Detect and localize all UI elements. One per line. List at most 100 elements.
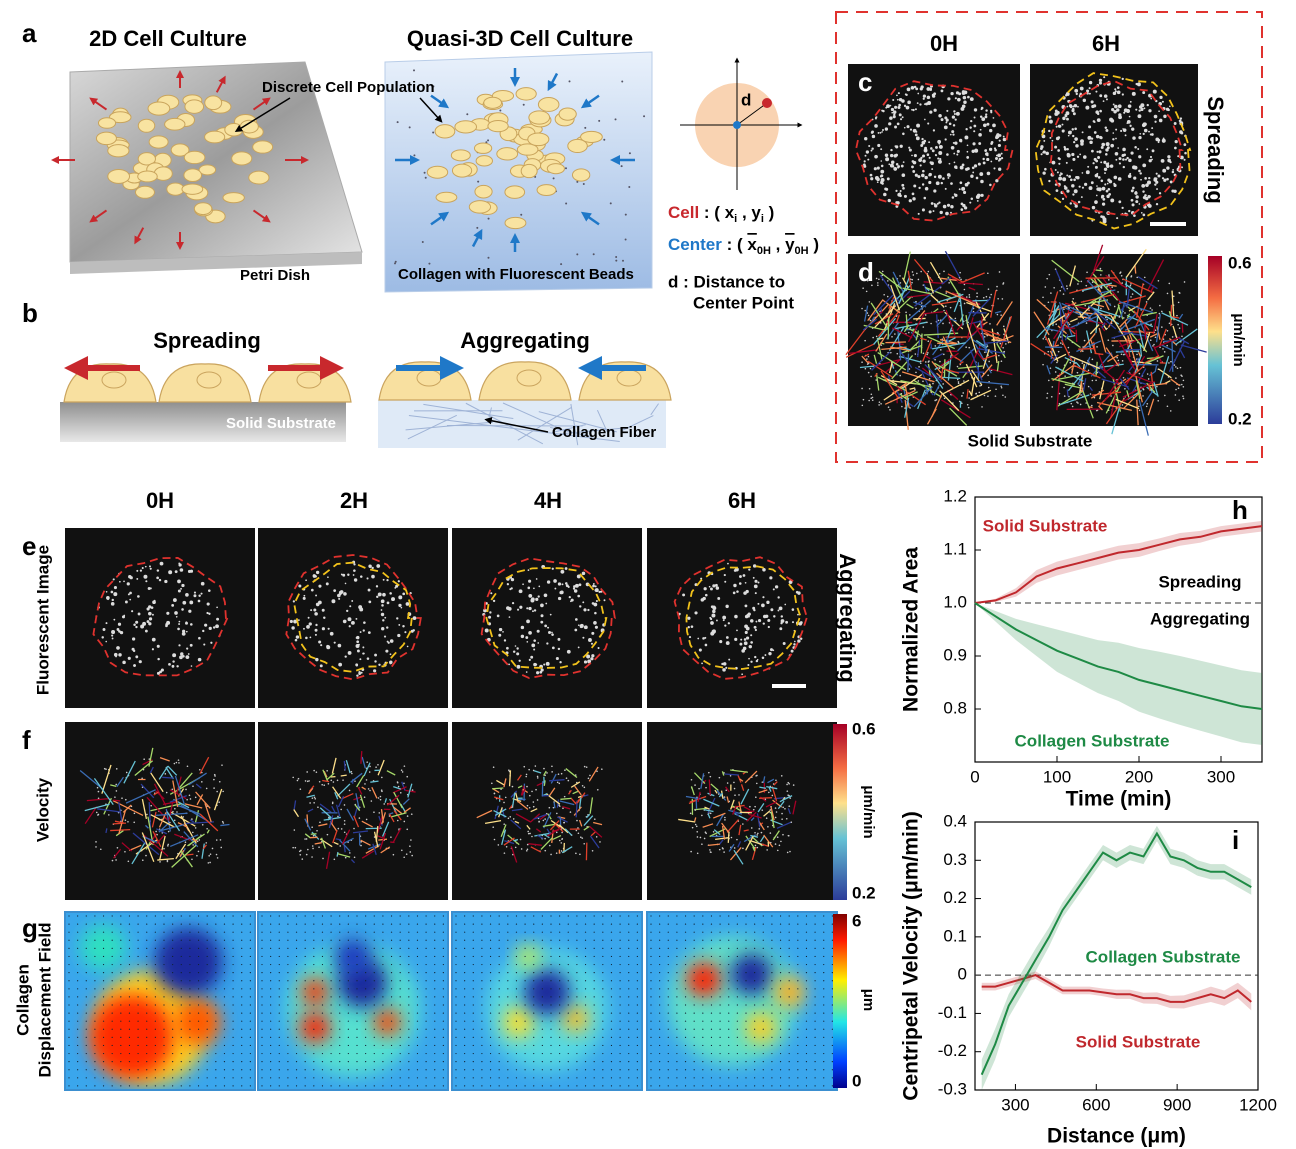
bead bbox=[351, 621, 355, 625]
bead bbox=[876, 278, 878, 280]
bead bbox=[888, 122, 891, 125]
bead bbox=[881, 131, 883, 133]
bead bbox=[1149, 195, 1151, 197]
bead bbox=[338, 828, 340, 830]
bead bbox=[964, 289, 966, 291]
quiver-dot bbox=[189, 1085, 190, 1086]
bead bbox=[1177, 324, 1179, 326]
bead bbox=[291, 626, 294, 629]
bead bbox=[477, 181, 479, 183]
quiver-dot bbox=[189, 988, 190, 989]
bead bbox=[528, 631, 532, 635]
quiver-dot bbox=[270, 948, 271, 949]
quiver-dot bbox=[473, 1004, 474, 1005]
bead bbox=[107, 598, 109, 600]
bead bbox=[891, 336, 893, 338]
bead bbox=[216, 618, 219, 621]
bead bbox=[535, 598, 538, 601]
bead bbox=[1072, 406, 1074, 408]
quiver-dot bbox=[86, 1037, 87, 1038]
bead bbox=[1080, 139, 1084, 143]
bead bbox=[726, 641, 730, 645]
quiver-dot bbox=[473, 932, 474, 933]
bead bbox=[138, 613, 141, 616]
time-header: 4H bbox=[534, 488, 562, 513]
bead bbox=[1147, 373, 1149, 375]
quiver-dot bbox=[305, 915, 306, 916]
bead bbox=[159, 861, 161, 863]
quiver-dot bbox=[473, 1077, 474, 1078]
bead bbox=[516, 647, 518, 649]
bead bbox=[318, 585, 321, 588]
quiver-dot bbox=[391, 1053, 392, 1054]
bead bbox=[898, 92, 900, 94]
bead bbox=[864, 340, 866, 342]
bead bbox=[913, 184, 916, 187]
bead bbox=[1084, 340, 1086, 342]
bead bbox=[792, 608, 795, 611]
bead bbox=[1122, 404, 1124, 406]
bead bbox=[956, 154, 958, 156]
bead bbox=[1062, 117, 1065, 120]
quiver-dot bbox=[443, 1004, 444, 1005]
quiver-dot bbox=[189, 1061, 190, 1062]
quiver-dot bbox=[365, 1012, 366, 1013]
quiver-dot bbox=[279, 1085, 280, 1086]
bead bbox=[923, 197, 926, 200]
bead bbox=[136, 578, 138, 580]
quiver-dot bbox=[207, 972, 208, 973]
bead bbox=[1122, 148, 1126, 152]
quiver-dot bbox=[434, 980, 435, 981]
quiver-dot bbox=[391, 1045, 392, 1046]
bead bbox=[150, 805, 152, 807]
bead bbox=[1172, 171, 1175, 174]
quiver-dot bbox=[408, 980, 409, 981]
bead bbox=[874, 124, 878, 128]
quiver-dot bbox=[365, 972, 366, 973]
quiver-dot bbox=[348, 923, 349, 924]
bead bbox=[603, 139, 605, 141]
bead bbox=[1100, 298, 1102, 300]
bead bbox=[794, 641, 796, 643]
bead bbox=[1159, 305, 1161, 307]
bead bbox=[294, 829, 296, 831]
bead bbox=[899, 113, 902, 116]
bead bbox=[1104, 172, 1106, 174]
bead bbox=[181, 584, 184, 587]
quiver-dot bbox=[155, 996, 156, 997]
quiver-dot bbox=[189, 948, 190, 949]
bead bbox=[988, 387, 990, 389]
quiver-dot bbox=[464, 980, 465, 981]
bead bbox=[793, 643, 795, 645]
bead bbox=[493, 600, 495, 602]
quiver-dot bbox=[232, 1037, 233, 1038]
quiver-dot bbox=[120, 915, 121, 916]
quiver-dot bbox=[261, 988, 262, 989]
bead bbox=[533, 648, 535, 650]
bead bbox=[216, 607, 218, 609]
bead bbox=[1107, 162, 1109, 164]
quiver-dot bbox=[313, 956, 314, 957]
bead bbox=[1170, 410, 1172, 412]
bead bbox=[773, 588, 775, 590]
quiver-dot bbox=[198, 964, 199, 965]
bead bbox=[135, 621, 138, 624]
bead bbox=[1121, 275, 1123, 277]
bead bbox=[958, 382, 960, 384]
quiver-dot bbox=[464, 923, 465, 924]
bead bbox=[925, 187, 928, 190]
quiver-dot bbox=[434, 948, 435, 949]
bead bbox=[902, 133, 905, 136]
bead bbox=[1144, 277, 1146, 279]
bead bbox=[526, 850, 528, 852]
bead bbox=[993, 117, 995, 119]
bead bbox=[943, 205, 947, 209]
quiver-dot bbox=[172, 1045, 173, 1046]
bead bbox=[615, 260, 617, 262]
quiver-dot bbox=[408, 956, 409, 957]
quiver-dot bbox=[103, 964, 104, 965]
bead bbox=[526, 620, 530, 624]
quiver-dot bbox=[172, 1069, 173, 1070]
bead bbox=[697, 836, 699, 838]
bead bbox=[705, 644, 708, 647]
